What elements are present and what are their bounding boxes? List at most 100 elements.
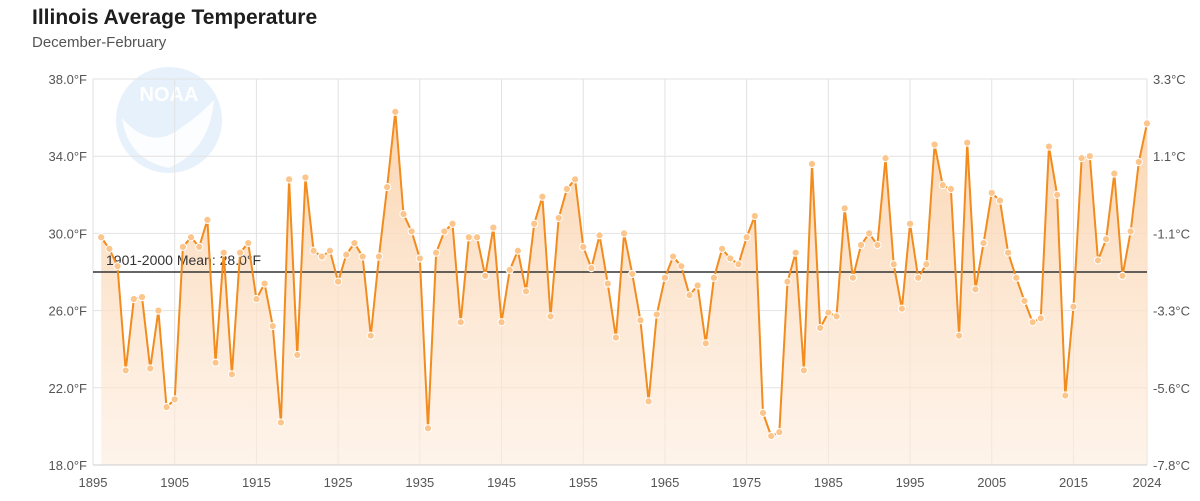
data-point bbox=[1142, 119, 1152, 128]
data-point bbox=[350, 238, 359, 248]
y-axis-right-ticks: 3.3°C 1.1°C -1.1°C -3.3°C -5.6°C -7.8°C bbox=[1153, 72, 1190, 473]
data-point bbox=[889, 260, 898, 269]
data-point bbox=[211, 358, 220, 367]
data-point bbox=[611, 333, 621, 342]
data-point bbox=[219, 248, 228, 257]
data-point bbox=[938, 181, 947, 190]
x-tick-label: 1895 bbox=[79, 475, 108, 490]
data-point bbox=[1012, 273, 1021, 282]
data-point bbox=[775, 428, 784, 437]
data-point bbox=[660, 273, 670, 282]
data-point bbox=[1069, 302, 1078, 311]
data-point bbox=[293, 350, 302, 360]
data-point bbox=[824, 308, 833, 317]
data-point bbox=[235, 248, 245, 257]
y-tick-label-left: 34.0°F bbox=[49, 149, 88, 164]
data-point bbox=[701, 339, 710, 348]
data-point bbox=[685, 291, 694, 300]
data-point bbox=[481, 271, 490, 280]
y-tick-label-left: 22.0°F bbox=[49, 381, 88, 396]
data-point bbox=[1061, 391, 1070, 400]
data-point bbox=[619, 229, 629, 238]
x-tick-label: 2024 bbox=[1133, 475, 1162, 490]
data-point bbox=[489, 223, 498, 232]
data-point bbox=[105, 244, 114, 253]
data-point bbox=[513, 246, 522, 255]
data-point bbox=[146, 364, 155, 373]
data-point bbox=[677, 262, 686, 271]
data-point bbox=[154, 306, 163, 315]
data-point bbox=[456, 318, 465, 327]
data-point bbox=[873, 240, 882, 250]
data-point bbox=[1036, 314, 1045, 323]
data-point bbox=[448, 219, 457, 228]
data-point bbox=[832, 312, 841, 321]
x-tick-label: 1905 bbox=[160, 475, 189, 490]
data-point bbox=[554, 213, 563, 223]
data-point bbox=[693, 281, 702, 290]
data-point bbox=[432, 248, 441, 257]
data-point bbox=[914, 273, 923, 282]
data-point bbox=[317, 252, 326, 261]
data-point bbox=[669, 252, 678, 261]
area-fill bbox=[101, 111, 1147, 465]
x-tick-label: 1925 bbox=[324, 475, 353, 490]
noaa-logo: NOAA bbox=[116, 67, 222, 173]
data-point bbox=[472, 233, 482, 242]
data-point bbox=[840, 204, 849, 213]
y-tick-label-right: 3.3°C bbox=[1153, 72, 1186, 87]
data-point bbox=[1028, 318, 1037, 327]
data-points bbox=[97, 107, 1152, 441]
x-tick-label: 1935 bbox=[405, 475, 434, 490]
x-tick-label: 1975 bbox=[732, 475, 761, 490]
data-point bbox=[1118, 271, 1127, 280]
data-point bbox=[595, 231, 604, 240]
data-point bbox=[358, 252, 367, 261]
data-point bbox=[252, 294, 261, 304]
data-point bbox=[342, 250, 351, 259]
data-point bbox=[791, 248, 800, 257]
data-point bbox=[440, 227, 449, 236]
data-point bbox=[399, 210, 408, 219]
y-tick-label-left: 18.0°F bbox=[49, 458, 88, 473]
data-point bbox=[709, 273, 719, 282]
data-point bbox=[325, 246, 335, 255]
data-point bbox=[178, 242, 187, 252]
data-point bbox=[505, 265, 514, 275]
data-point bbox=[971, 285, 980, 294]
data-point bbox=[930, 140, 939, 149]
data-point bbox=[121, 366, 130, 375]
data-point bbox=[276, 418, 286, 427]
data-point bbox=[1093, 256, 1103, 265]
data-point bbox=[415, 254, 424, 263]
y-axis-left-ticks: 38.0°F 34.0°F 30.0°F 26.0°F 22.0°F 18.0°F bbox=[49, 72, 88, 473]
data-point bbox=[734, 260, 743, 269]
data-point bbox=[195, 242, 204, 252]
data-point bbox=[865, 229, 874, 238]
data-point bbox=[162, 403, 171, 412]
data-point bbox=[546, 312, 555, 321]
data-point bbox=[562, 184, 571, 194]
y-tick-label-right: -1.1°C bbox=[1153, 226, 1190, 241]
data-point bbox=[301, 173, 310, 182]
data-point bbox=[816, 323, 825, 333]
x-tick-label: 1965 bbox=[650, 475, 679, 490]
chart-title: Illinois Average Temperature bbox=[32, 6, 318, 29]
data-point bbox=[227, 370, 236, 379]
data-point bbox=[1077, 154, 1086, 163]
data-point bbox=[718, 244, 727, 253]
data-point bbox=[783, 277, 792, 286]
data-point bbox=[726, 254, 735, 263]
data-point bbox=[946, 184, 956, 194]
data-point bbox=[579, 242, 588, 252]
data-point bbox=[856, 240, 866, 250]
data-point bbox=[1053, 190, 1062, 199]
data-point bbox=[186, 233, 196, 242]
y-tick-label-right: 1.1°C bbox=[1153, 149, 1186, 164]
data-point bbox=[652, 310, 661, 319]
data-point bbox=[203, 215, 212, 224]
data-point bbox=[284, 175, 294, 184]
y-tick-label-left: 30.0°F bbox=[49, 226, 88, 241]
data-point bbox=[113, 262, 122, 271]
data-point bbox=[881, 154, 890, 163]
